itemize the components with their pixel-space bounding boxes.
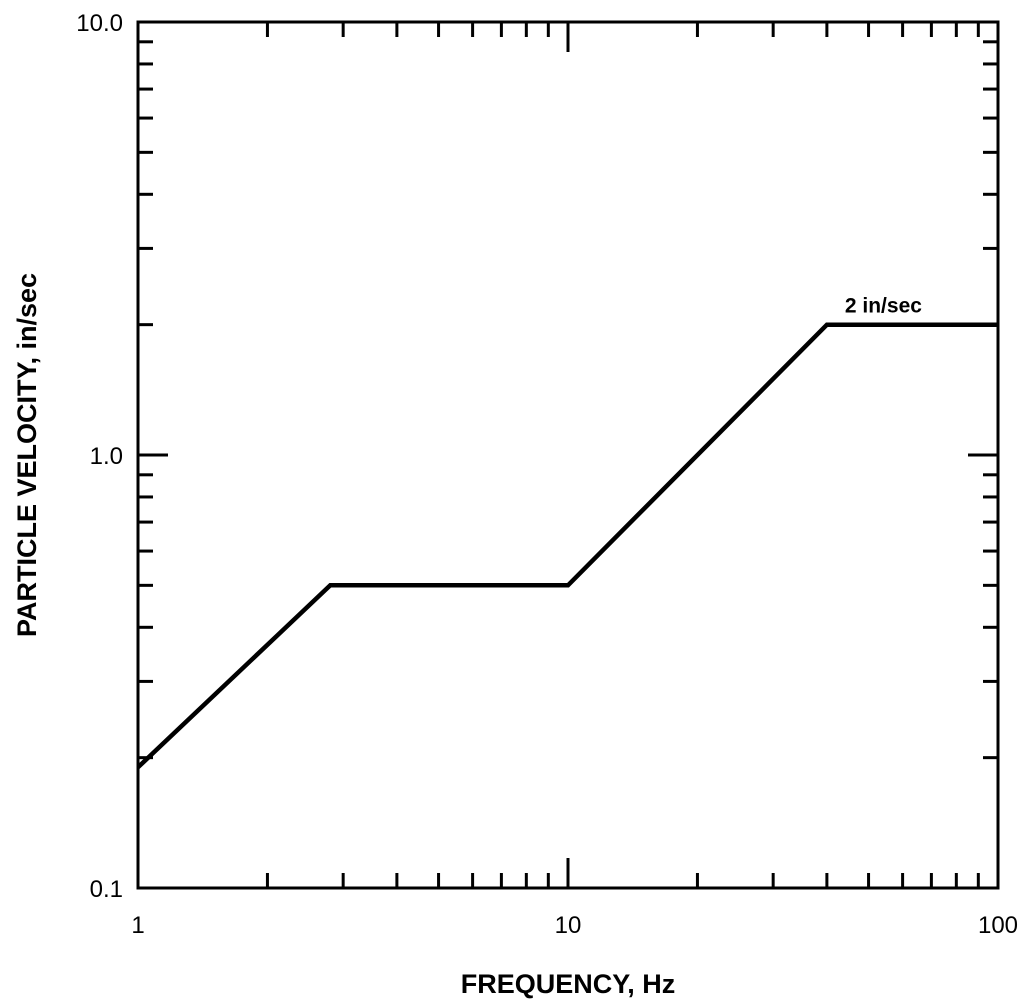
y-axis-title: PARTICLE VELOCITY, in/sec [12,273,42,637]
x-tick-label: 1 [131,912,144,939]
tick-labels: 1 10 100 0.1 1.0 10.0 [76,10,1018,939]
y-tick-label: 1.0 [90,443,123,470]
series-layer [136,322,998,769]
annotation-label: 2 in/sec [845,295,922,318]
axis-ticks [136,22,998,890]
x-axis-title: FREQUENCY, Hz [461,969,676,999]
annotations: 2 in/sec [845,295,922,318]
series-line [136,322,998,769]
plot-frame [136,20,1000,890]
y-tick-label: 0.1 [90,876,123,903]
x-tick-label: 10 [555,912,582,939]
y-tick-label: 10.0 [76,10,123,37]
x-tick-label: 100 [978,912,1018,939]
